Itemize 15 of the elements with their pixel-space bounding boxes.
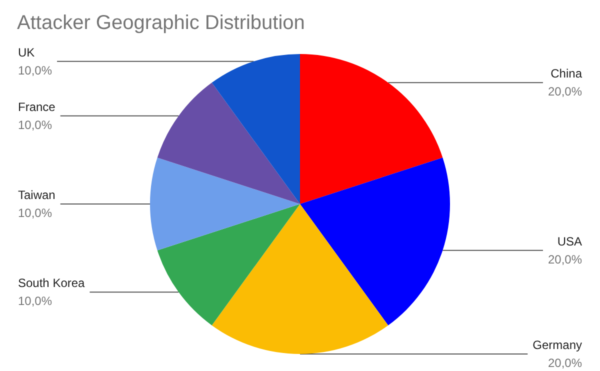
slice-label: USA xyxy=(557,234,582,248)
slice-label: UK xyxy=(18,45,35,60)
slice-label: France xyxy=(18,100,56,114)
slice-label: Germany xyxy=(532,338,582,352)
slice-label: Taiwan xyxy=(18,188,56,202)
data-label: 10,0% xyxy=(18,206,52,220)
data-label: 20,0% xyxy=(548,252,582,266)
data-label: 20,0% xyxy=(548,84,582,99)
slice-label: China xyxy=(550,66,582,81)
data-label: 10,0% xyxy=(18,118,52,132)
slice-label: South Korea xyxy=(18,276,86,290)
data-label: 10,0% xyxy=(18,294,52,308)
data-label: 10,0% xyxy=(18,63,52,78)
chart-title: Attacker Geographic Distribution xyxy=(17,12,305,34)
data-label: 20,0% xyxy=(548,356,582,370)
